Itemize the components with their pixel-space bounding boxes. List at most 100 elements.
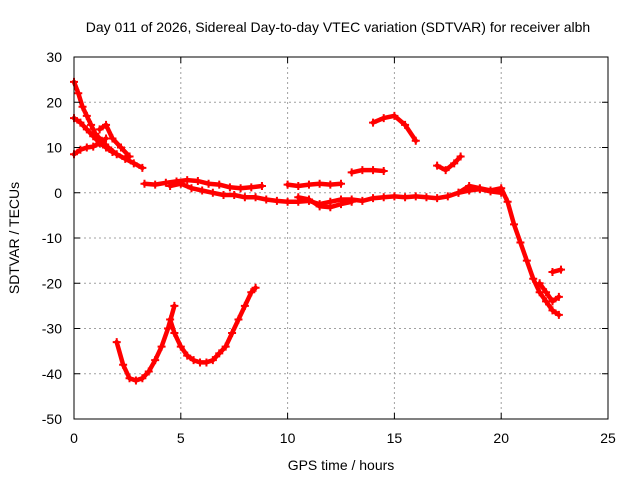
data-point [411, 136, 420, 145]
data-point [251, 193, 260, 202]
data-point [503, 197, 512, 206]
data-point [131, 376, 140, 385]
data-point [89, 142, 98, 151]
data-point [422, 193, 431, 202]
data-point [548, 267, 557, 276]
data-point [204, 179, 213, 188]
y-tick-label: 10 [46, 140, 62, 156]
data-point [304, 195, 313, 204]
y-tick-label: 30 [46, 49, 62, 65]
data-point [183, 176, 192, 185]
data-point [401, 120, 410, 129]
data-point [337, 179, 345, 188]
chart-title: Day 011 of 2026, Sidereal Day-to-day VTE… [86, 19, 590, 35]
data-point [240, 301, 249, 310]
series-track-j [369, 111, 420, 145]
data-point [369, 194, 378, 203]
data-point [369, 166, 378, 175]
data-point [87, 120, 96, 129]
data-point [379, 114, 388, 123]
data-point [486, 186, 495, 195]
data-point [102, 120, 111, 129]
data-point [108, 148, 117, 157]
data-point [74, 89, 83, 98]
data-point [433, 161, 442, 170]
data-point [225, 183, 234, 192]
y-tick-label: 0 [54, 185, 62, 201]
x-axis-label: GPS time / hours [288, 457, 395, 473]
data-point [315, 202, 324, 211]
data-point [125, 152, 134, 161]
x-tick-label: 0 [70, 430, 78, 446]
data-point [161, 178, 170, 187]
data-point [454, 188, 463, 197]
data-point [215, 180, 224, 189]
data-point [176, 342, 185, 351]
series-line [349, 167, 386, 175]
data-point [347, 168, 356, 177]
data-point [262, 195, 271, 204]
x-tick-label: 10 [280, 430, 296, 446]
data-point [516, 238, 525, 247]
data-point [257, 181, 266, 190]
data-point [76, 145, 85, 154]
data-point [456, 152, 465, 161]
data-point [183, 351, 192, 360]
data-point [187, 184, 196, 193]
y-axis-label: SDTVAR / TECUs [6, 182, 22, 294]
data-point [535, 279, 544, 288]
data-point [294, 193, 303, 202]
series-track-f [166, 179, 506, 209]
data-point [151, 180, 160, 189]
data-point [272, 196, 281, 205]
data-point [112, 150, 121, 159]
series-track-k [433, 152, 465, 175]
data-point [433, 194, 442, 203]
series-track-o [112, 301, 179, 385]
data-point [369, 118, 378, 127]
y-tick-label: -20 [42, 275, 62, 291]
data-point [102, 143, 111, 152]
data-point [138, 374, 147, 383]
x-tick-label: 20 [493, 430, 509, 446]
data-point [170, 301, 179, 310]
data-point [337, 200, 345, 209]
series-line [114, 303, 177, 383]
data-point [548, 297, 557, 306]
series-track-p [166, 283, 260, 367]
data-point [228, 329, 237, 338]
x-axis-ticks: 0 5 10 15 20 25 [70, 57, 616, 446]
x-tick-label: 15 [387, 430, 403, 446]
data-point [78, 102, 87, 111]
data-point [119, 360, 128, 369]
data-point [247, 183, 256, 192]
data-point [251, 283, 260, 292]
series-track-e [140, 176, 266, 193]
data-point [202, 358, 211, 367]
series-track-m [535, 279, 563, 306]
data-point [443, 192, 452, 201]
data-point [215, 349, 224, 358]
data-point [441, 166, 450, 175]
data-point [95, 138, 104, 147]
data-point [208, 356, 217, 365]
data-point [326, 203, 335, 212]
series-line [434, 154, 463, 173]
data-point [198, 186, 207, 195]
data-point [379, 193, 388, 202]
y-tick-label: 20 [46, 94, 62, 110]
data-point [170, 329, 179, 338]
data-point [166, 315, 175, 324]
data-point [221, 342, 230, 351]
data-point [390, 192, 399, 201]
data-point [304, 180, 313, 189]
data-point [116, 143, 125, 152]
data-point [176, 179, 185, 188]
data-point [283, 180, 292, 189]
data-point [358, 166, 367, 175]
data-point [557, 265, 566, 274]
data-point [294, 181, 303, 190]
y-tick-label: -50 [42, 411, 62, 427]
data-point [554, 292, 563, 301]
